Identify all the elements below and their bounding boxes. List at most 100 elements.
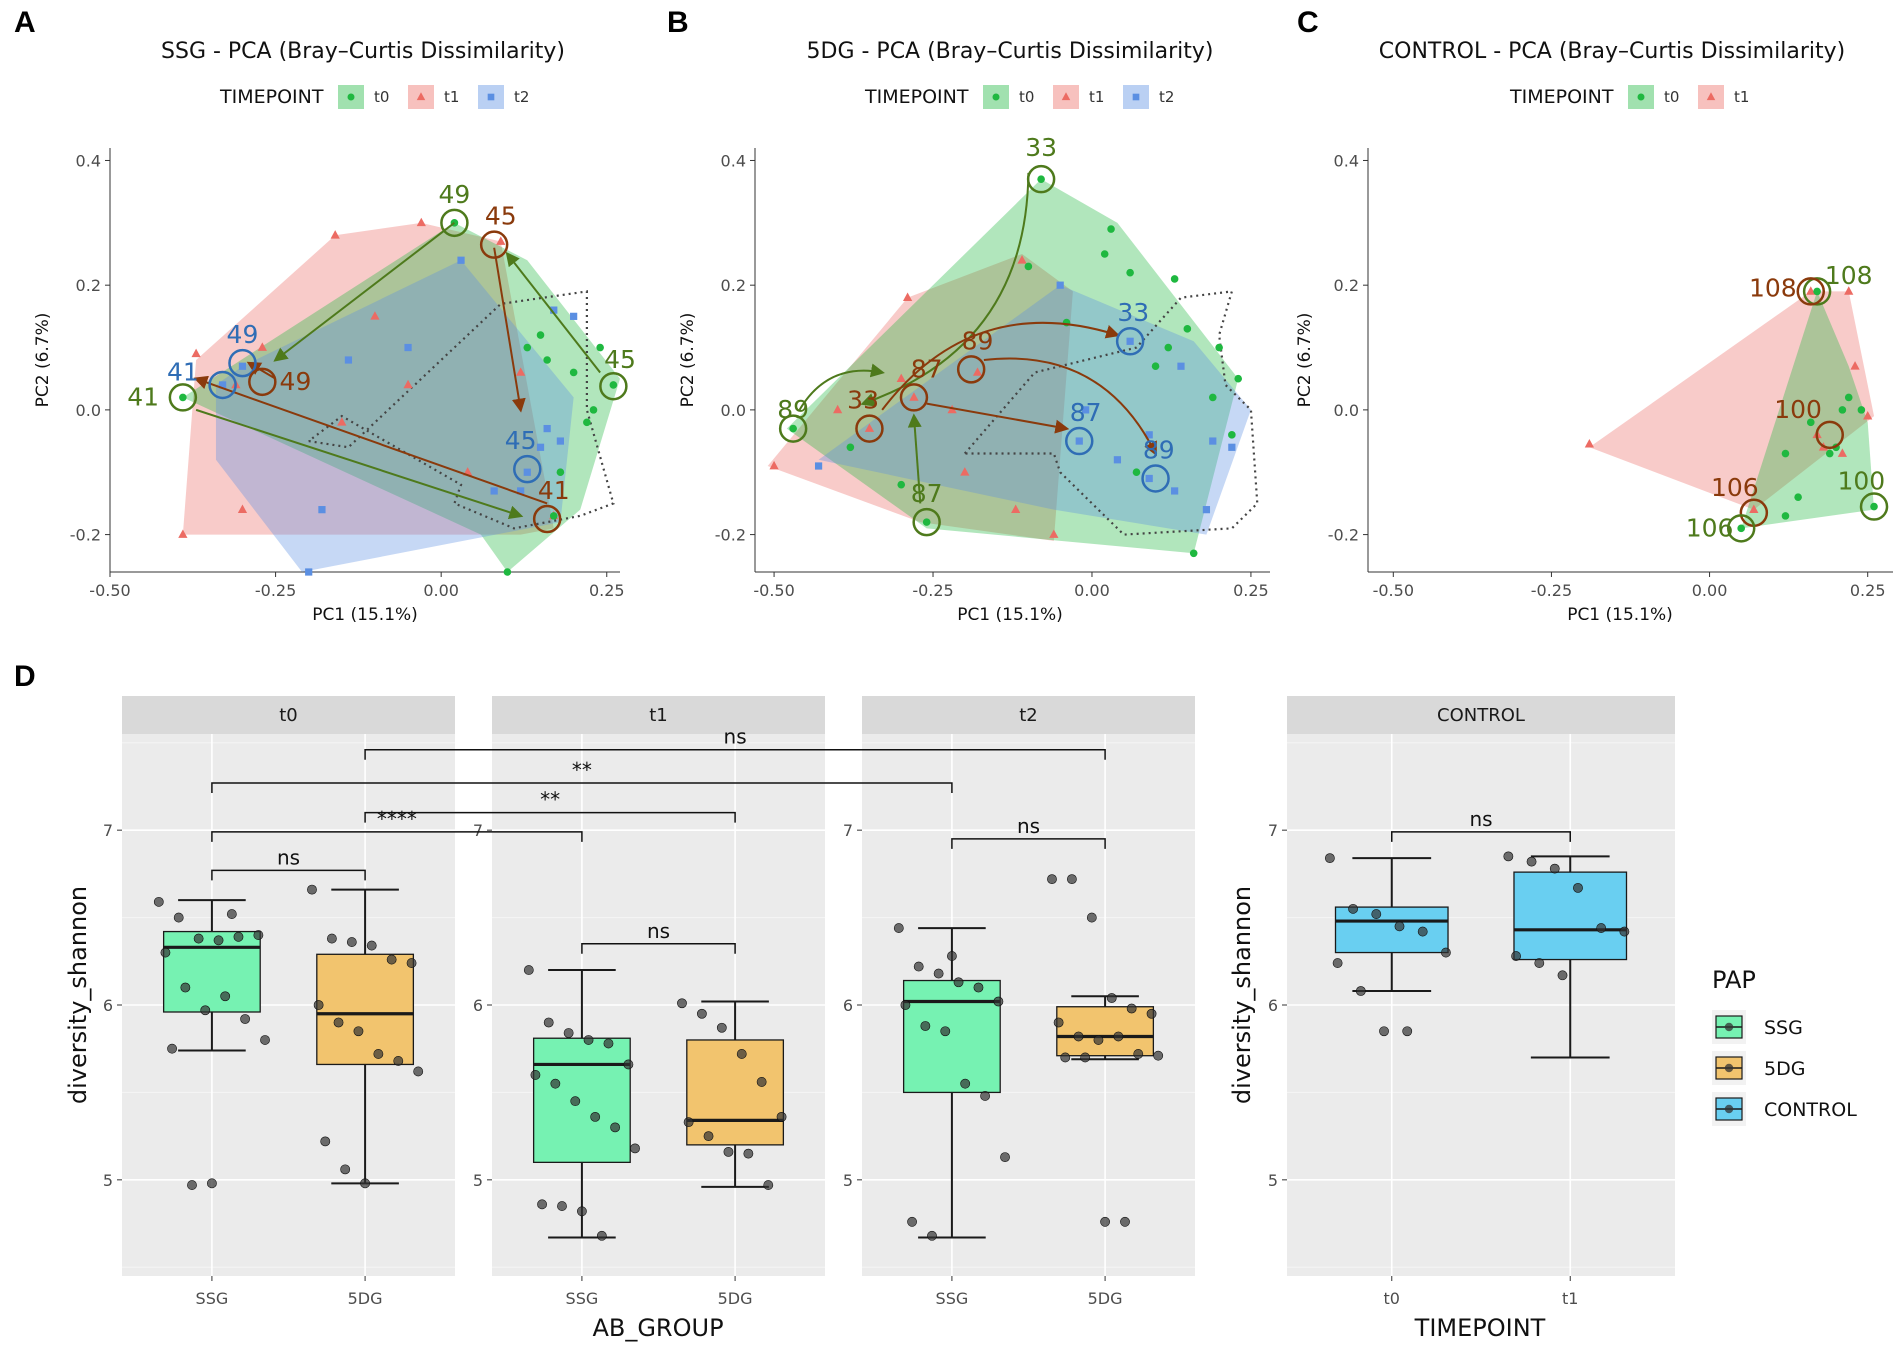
point-t2: [517, 487, 525, 495]
point-t0: [1781, 449, 1790, 458]
x-tick-label: 5DG: [348, 1289, 383, 1308]
data-point: [153, 896, 164, 907]
sample-ring-t1: [855, 414, 884, 443]
point-t1: [1017, 255, 1027, 264]
point-t2: [1082, 406, 1090, 414]
data-point: [240, 1014, 251, 1024]
legend-symbol-t0: [992, 93, 1000, 101]
y-tick-label: 0.4: [721, 151, 746, 170]
point-t2: [1177, 362, 1185, 370]
y-tick-label: 7: [1268, 821, 1278, 840]
point-t1: [1863, 410, 1873, 420]
point-t1: [1049, 529, 1059, 538]
data-point: [537, 1199, 547, 1210]
sample-label: 33: [1117, 298, 1149, 327]
data-point: [947, 951, 957, 961]
point-t0: [543, 356, 551, 364]
point-t2: [523, 468, 531, 476]
legend-symbol-t1: [1061, 92, 1071, 101]
sample-label: 49: [439, 180, 471, 209]
data-point: [1060, 1052, 1071, 1063]
trajectory-arrow-t1: [193, 375, 548, 505]
point-t0: [1806, 418, 1815, 427]
data-point: [1503, 851, 1514, 862]
data-point: [1126, 1003, 1137, 1014]
data-point: [736, 1049, 747, 1059]
data-point: [1053, 1017, 1064, 1028]
point-t2: [318, 506, 326, 514]
facet-strip-CONTROL: [1287, 696, 1675, 734]
sample-label: 41: [167, 357, 199, 386]
facet-strip-t0: [122, 696, 455, 734]
significance-label: ns: [1017, 814, 1040, 838]
point-t2: [1145, 431, 1153, 439]
y-axis-title: PC2 (6.7%): [678, 313, 698, 408]
hull-t1: [182, 222, 554, 535]
box-iqr-SSG: [532, 1037, 631, 1164]
trajectory-arrow-t0: [273, 222, 456, 362]
legend-symbol-t2: [1132, 93, 1140, 101]
data-point: [953, 977, 964, 988]
significance-bracket: [1391, 831, 1571, 842]
sample-ring-t0: [912, 507, 941, 537]
point-t1: [237, 504, 248, 513]
point-t1: [1837, 448, 1848, 457]
data-point: [413, 1066, 424, 1077]
facet-strip-t1: [492, 696, 825, 734]
legend-title: TIMEPOINT: [219, 86, 324, 108]
y-tick-label: 0.0: [721, 401, 746, 420]
sample-label: 106: [1711, 473, 1759, 502]
sample-label: 100: [1838, 467, 1886, 496]
data-point: [907, 1216, 917, 1227]
point-t1: [1749, 504, 1759, 513]
point-t2: [344, 356, 353, 364]
data-point: [980, 1091, 991, 1101]
sample-label: 45: [485, 202, 517, 231]
facet-strip-label: t1: [649, 705, 668, 726]
point-t0: [596, 343, 604, 352]
data-point: [1596, 923, 1607, 933]
y-tick-label: -0.2: [715, 526, 746, 545]
pca-title-ssg: SSG - PCA (Bray–Curtis Dissimilarity): [161, 39, 565, 64]
pca-panel-ssg: A SSG - PCA (Bray–Curtis Dissimilarity) …: [14, 6, 636, 625]
data-point: [523, 965, 534, 975]
x-axis-title-ab-group: AB_GROUP: [592, 1314, 723, 1342]
data-point: [1146, 1008, 1157, 1019]
pca-panel-control: C CONTROL - PCA (Bray–Curtis Dissimilari…: [1295, 6, 1893, 625]
data-point: [1526, 856, 1537, 867]
point-t0: [1189, 549, 1198, 558]
data-point: [333, 1017, 344, 1028]
point-t1: [496, 236, 506, 245]
panel-letter-d: D: [14, 660, 36, 693]
x-axis-title: PC1 (15.1%): [1567, 605, 1673, 625]
sample-label: 89: [1143, 435, 1175, 464]
data-point: [1332, 958, 1343, 968]
data-point: [993, 996, 1004, 1007]
x-axis-title-timepoint: TIMEPOINT: [1414, 1314, 1546, 1342]
point-t1: [1584, 439, 1595, 448]
sample-ring-t0: [1026, 164, 1056, 194]
trajectory-arrow-t0: [195, 408, 524, 520]
data-point: [596, 1230, 607, 1241]
trajectory-arrow-t1: [983, 357, 1157, 457]
data-point: [366, 940, 377, 951]
point-t0: [1215, 343, 1223, 352]
data-point: [1073, 1031, 1084, 1042]
significance-label: ns: [724, 725, 747, 749]
data-point: [1379, 1026, 1389, 1037]
data-point: [893, 923, 904, 933]
data-point: [220, 991, 231, 1002]
data-point: [1000, 1152, 1010, 1163]
point-t0: [1857, 406, 1866, 414]
x-tick-label: t1: [1562, 1289, 1578, 1308]
pca-panel-5dg: B 5DG - PCA (Bray–Curtis Dissimilarity) …: [667, 6, 1270, 625]
data-point: [393, 1056, 404, 1066]
point-t0: [583, 418, 591, 427]
data-point: [320, 1136, 331, 1147]
point-t0: [1208, 393, 1217, 402]
point-t0: [846, 443, 855, 452]
data-point: [677, 998, 687, 1009]
y-axis-title-left: diversity_shannon: [64, 886, 92, 1104]
point-t2: [305, 568, 313, 576]
